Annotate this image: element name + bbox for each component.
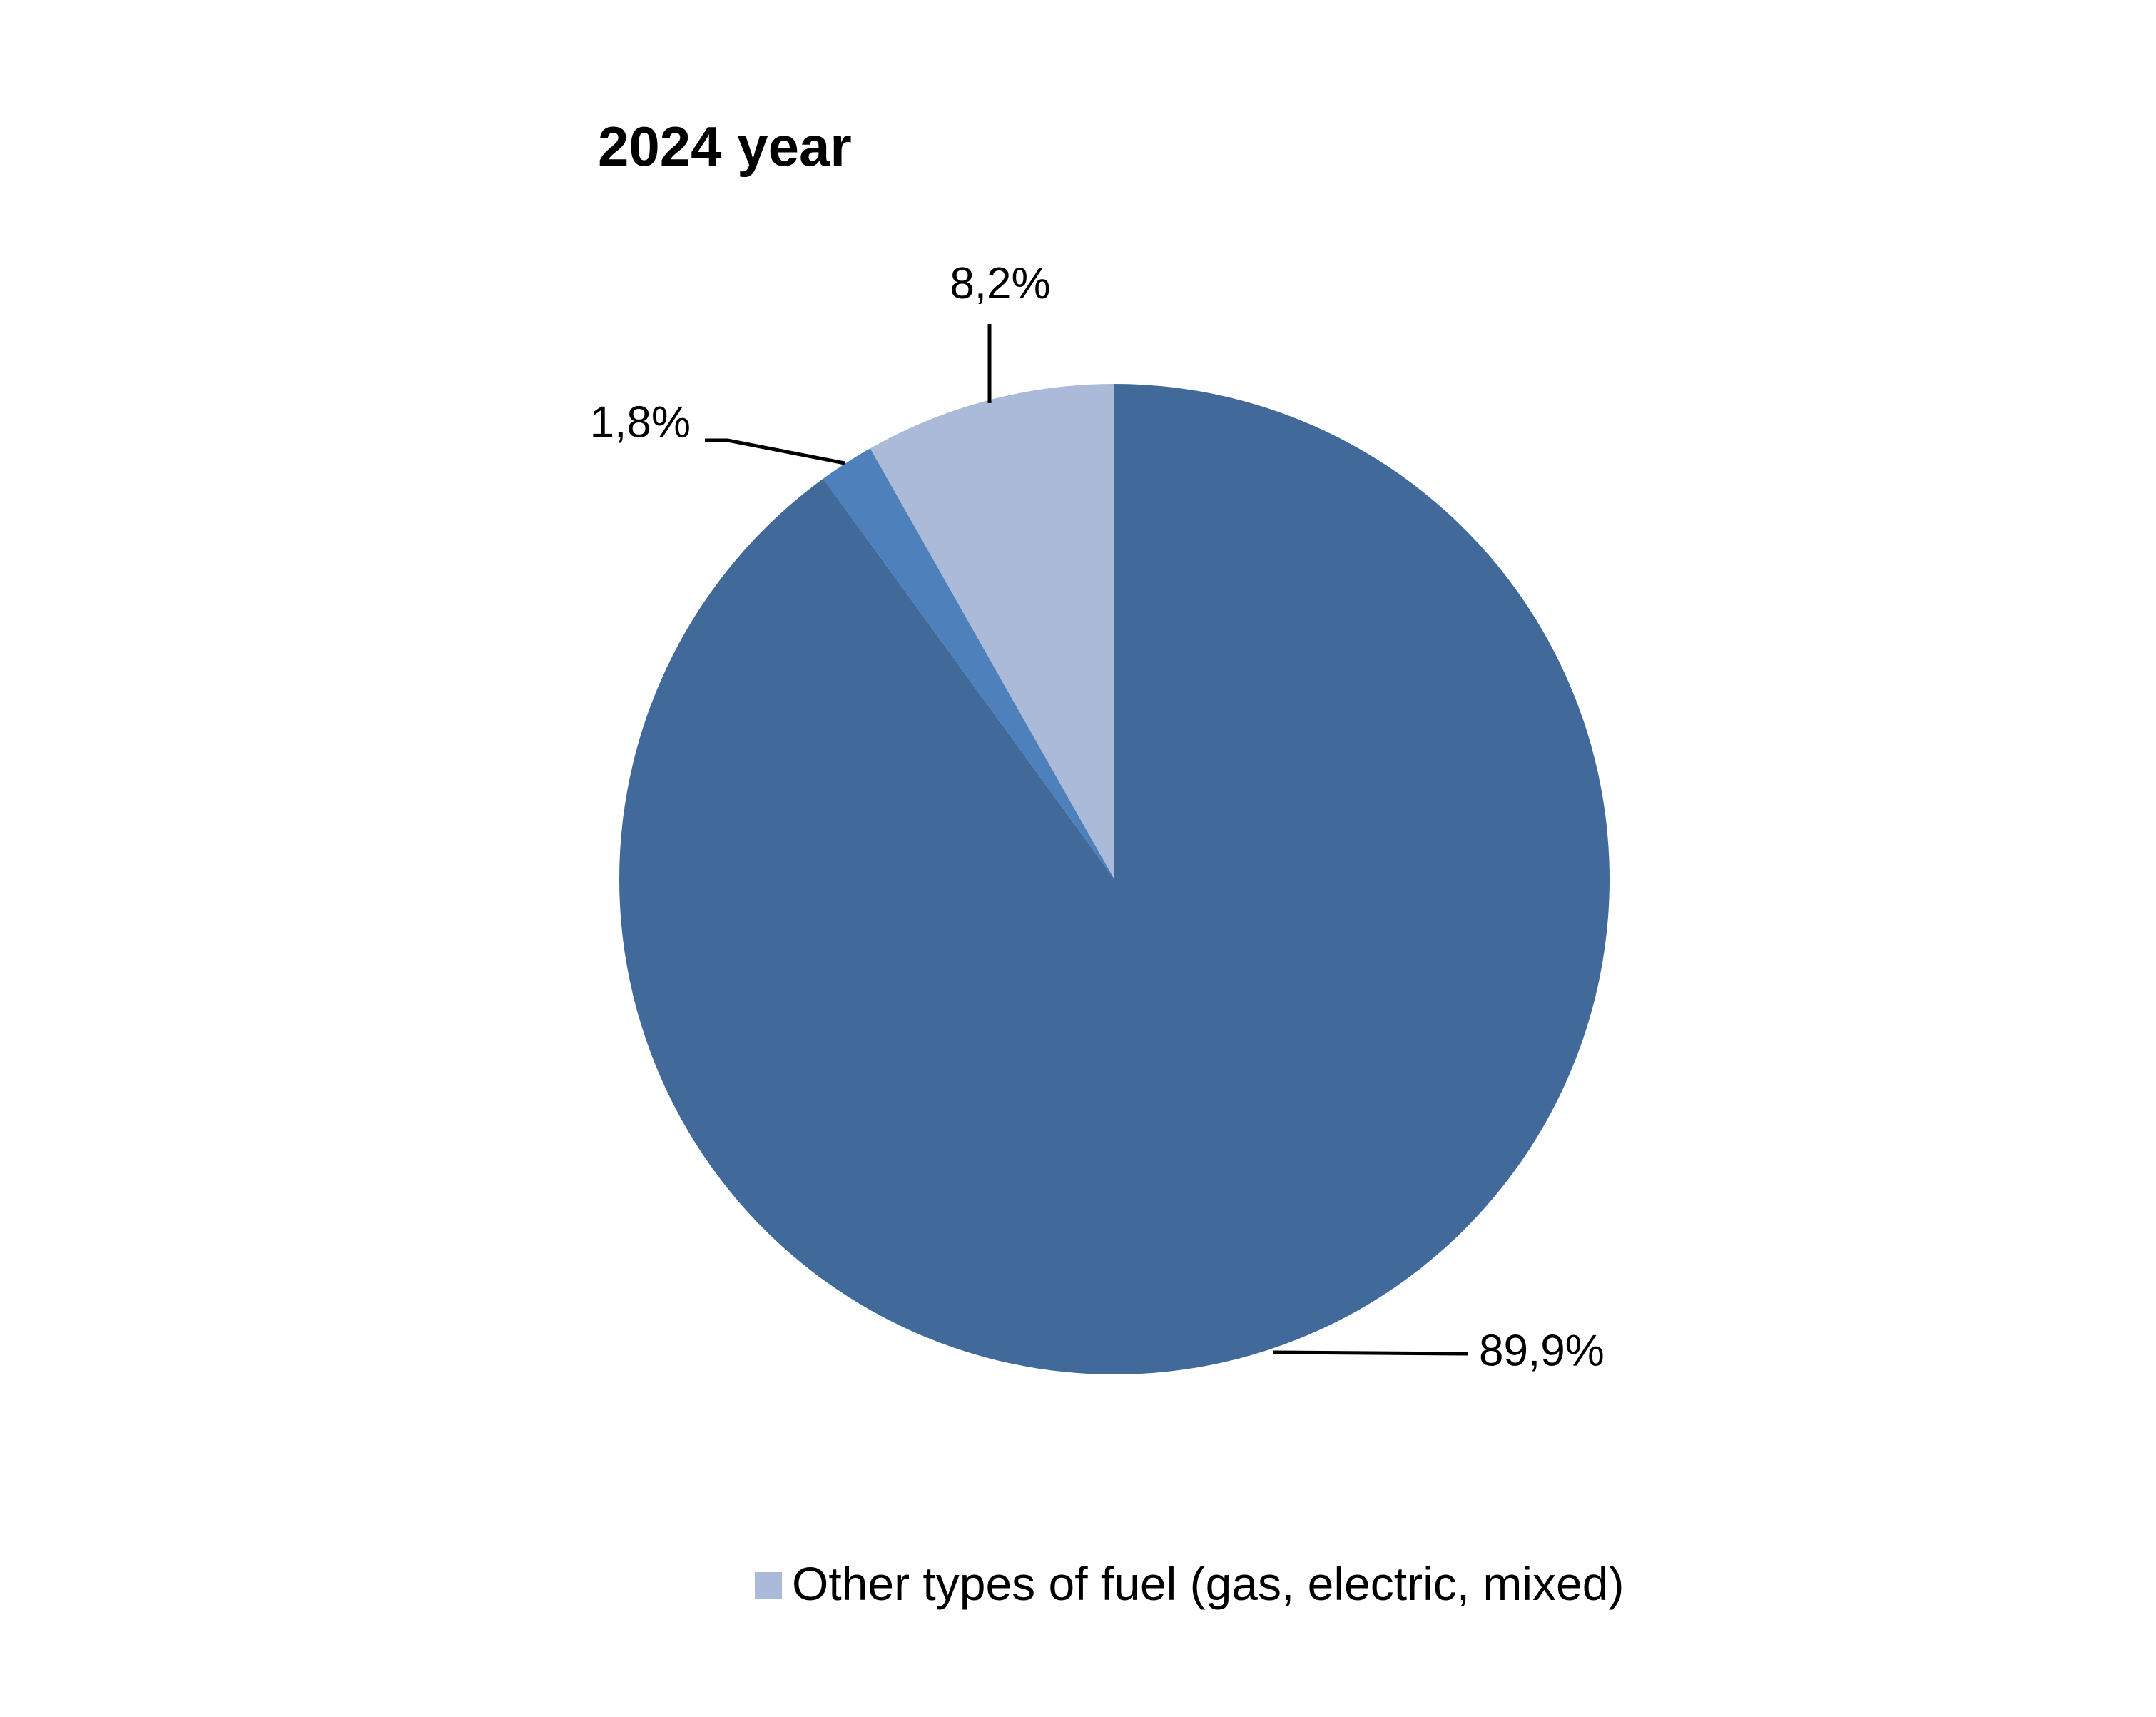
chart-title: 2024 year <box>598 115 852 178</box>
legend-label: Other types of fuel (gas, electric, mixe… <box>792 1557 1624 1610</box>
pie-slice <box>870 384 1114 879</box>
pie-slice <box>823 448 1114 879</box>
pie-slice <box>619 384 1610 1374</box>
legend: Other types of fuel (gas, electric, mixe… <box>755 1557 1624 1610</box>
data-labels: 89,9% 1,8% 8,2% <box>590 259 1605 1375</box>
legend-swatch <box>755 1572 782 1599</box>
data-label: 1,8% <box>590 397 691 447</box>
data-label: 89,9% <box>1479 1326 1605 1375</box>
data-label: 8,2% <box>950 259 1050 308</box>
leader-lines <box>705 324 1468 1356</box>
leader-line <box>705 438 845 465</box>
pie-slices <box>619 384 1610 1374</box>
leader-line <box>1273 1350 1468 1356</box>
